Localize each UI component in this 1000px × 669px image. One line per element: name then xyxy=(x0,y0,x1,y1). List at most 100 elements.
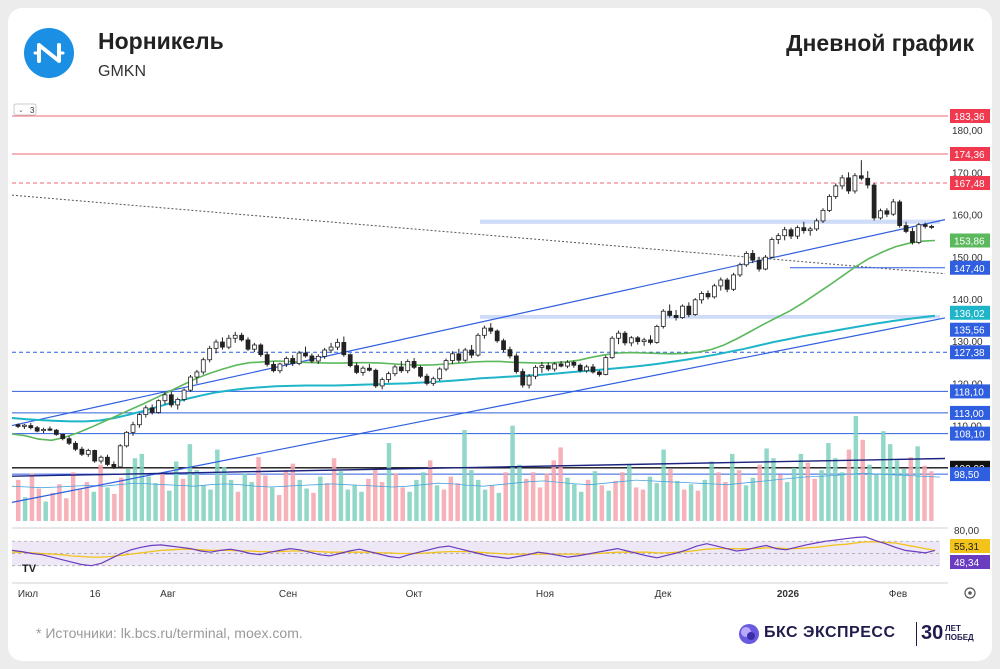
volume-bar xyxy=(778,474,783,521)
candle-body xyxy=(852,175,858,192)
rsi-line xyxy=(11,536,936,567)
candle-body xyxy=(66,438,72,444)
candle-body xyxy=(609,337,615,359)
candle xyxy=(443,358,449,372)
candle-body xyxy=(73,442,78,450)
candle-body xyxy=(884,210,890,215)
price-badge xyxy=(950,176,990,191)
volume-bar xyxy=(421,472,426,521)
candle xyxy=(622,331,628,346)
candle-body xyxy=(558,363,564,367)
volume-bar xyxy=(922,465,927,521)
candle-body xyxy=(769,239,775,258)
volume-bar xyxy=(455,483,460,521)
candle xyxy=(252,342,257,353)
volume-bar xyxy=(633,487,639,521)
candle xyxy=(699,291,704,304)
candle-body xyxy=(239,334,244,341)
volume-bar xyxy=(228,479,234,521)
candle-body xyxy=(673,315,679,318)
candle xyxy=(117,444,123,468)
price-badge-label: 183,36 xyxy=(954,112,985,123)
volume-bar xyxy=(647,476,653,521)
candle-body xyxy=(858,175,864,179)
volume-bar xyxy=(29,473,35,521)
price-badge-label: 98,50 xyxy=(954,470,979,481)
trend-lines xyxy=(11,194,946,503)
candle xyxy=(149,404,155,415)
time-tick-label: 2026 xyxy=(777,589,800,600)
candle xyxy=(85,448,91,457)
rsi-last-badge xyxy=(950,539,990,553)
price-zone xyxy=(480,219,940,224)
candle xyxy=(584,364,589,373)
volume-bar xyxy=(620,472,625,521)
candle xyxy=(724,277,730,293)
candle xyxy=(673,309,679,321)
candle-body xyxy=(929,225,934,228)
volume-bar xyxy=(386,443,392,521)
volume-bar xyxy=(599,485,605,521)
candle xyxy=(667,304,673,318)
candle-body xyxy=(418,366,423,377)
volume-bar xyxy=(297,479,302,521)
price-badge xyxy=(950,426,990,441)
candle-body xyxy=(22,424,27,427)
candle-body xyxy=(692,299,698,315)
volume-bar xyxy=(496,492,502,521)
candle xyxy=(328,342,334,353)
candle xyxy=(858,160,864,181)
volume-bar xyxy=(489,485,495,521)
candle xyxy=(60,433,66,441)
volume-bar xyxy=(661,449,666,521)
candle-body xyxy=(137,414,142,426)
candle-body xyxy=(571,361,577,366)
candle-body xyxy=(283,358,289,365)
trend-line xyxy=(11,219,946,427)
volume-bar xyxy=(270,487,275,521)
candle-body xyxy=(552,363,558,370)
volume-bar xyxy=(537,487,543,521)
company-title: Норникель xyxy=(98,28,224,54)
candle xyxy=(775,233,781,245)
volume-bar xyxy=(736,470,742,521)
settings-gear-icon xyxy=(964,587,976,599)
candle xyxy=(143,405,149,418)
candle xyxy=(258,343,264,357)
brand-anniversary-sub: ЛЕТ ПОБЕД xyxy=(945,624,974,642)
candle-body xyxy=(494,330,500,342)
time-tick-label: Ноя xyxy=(536,589,554,600)
volume-bar xyxy=(22,497,28,521)
volume-bar xyxy=(798,453,804,521)
candle-body xyxy=(622,332,628,344)
candle xyxy=(628,336,634,347)
candle-body xyxy=(628,337,634,344)
candle xyxy=(79,446,85,456)
volume-bar xyxy=(324,483,330,521)
candle xyxy=(175,397,181,410)
candle-body xyxy=(539,365,545,368)
candle-body xyxy=(878,210,883,219)
candle-body xyxy=(820,209,826,222)
volume-bar xyxy=(311,492,316,521)
candle xyxy=(226,334,232,350)
candle-body xyxy=(252,344,257,350)
candle-body xyxy=(788,229,794,237)
candle xyxy=(373,368,379,389)
candle xyxy=(654,324,660,344)
candle xyxy=(156,399,161,414)
candle xyxy=(220,337,225,350)
candle-body xyxy=(475,334,481,356)
candle-body xyxy=(105,456,110,465)
volume-bar xyxy=(263,475,268,521)
chevron-icon: ⌄ xyxy=(18,107,24,114)
candle xyxy=(194,369,200,384)
price-badge xyxy=(950,405,990,420)
candle-body xyxy=(801,227,807,232)
volume-bar xyxy=(373,469,378,521)
volume-bars xyxy=(11,416,941,521)
volume-bar xyxy=(448,476,454,521)
volume-bar xyxy=(482,489,488,521)
volume-bar xyxy=(585,479,591,521)
volume-bar xyxy=(524,478,529,521)
